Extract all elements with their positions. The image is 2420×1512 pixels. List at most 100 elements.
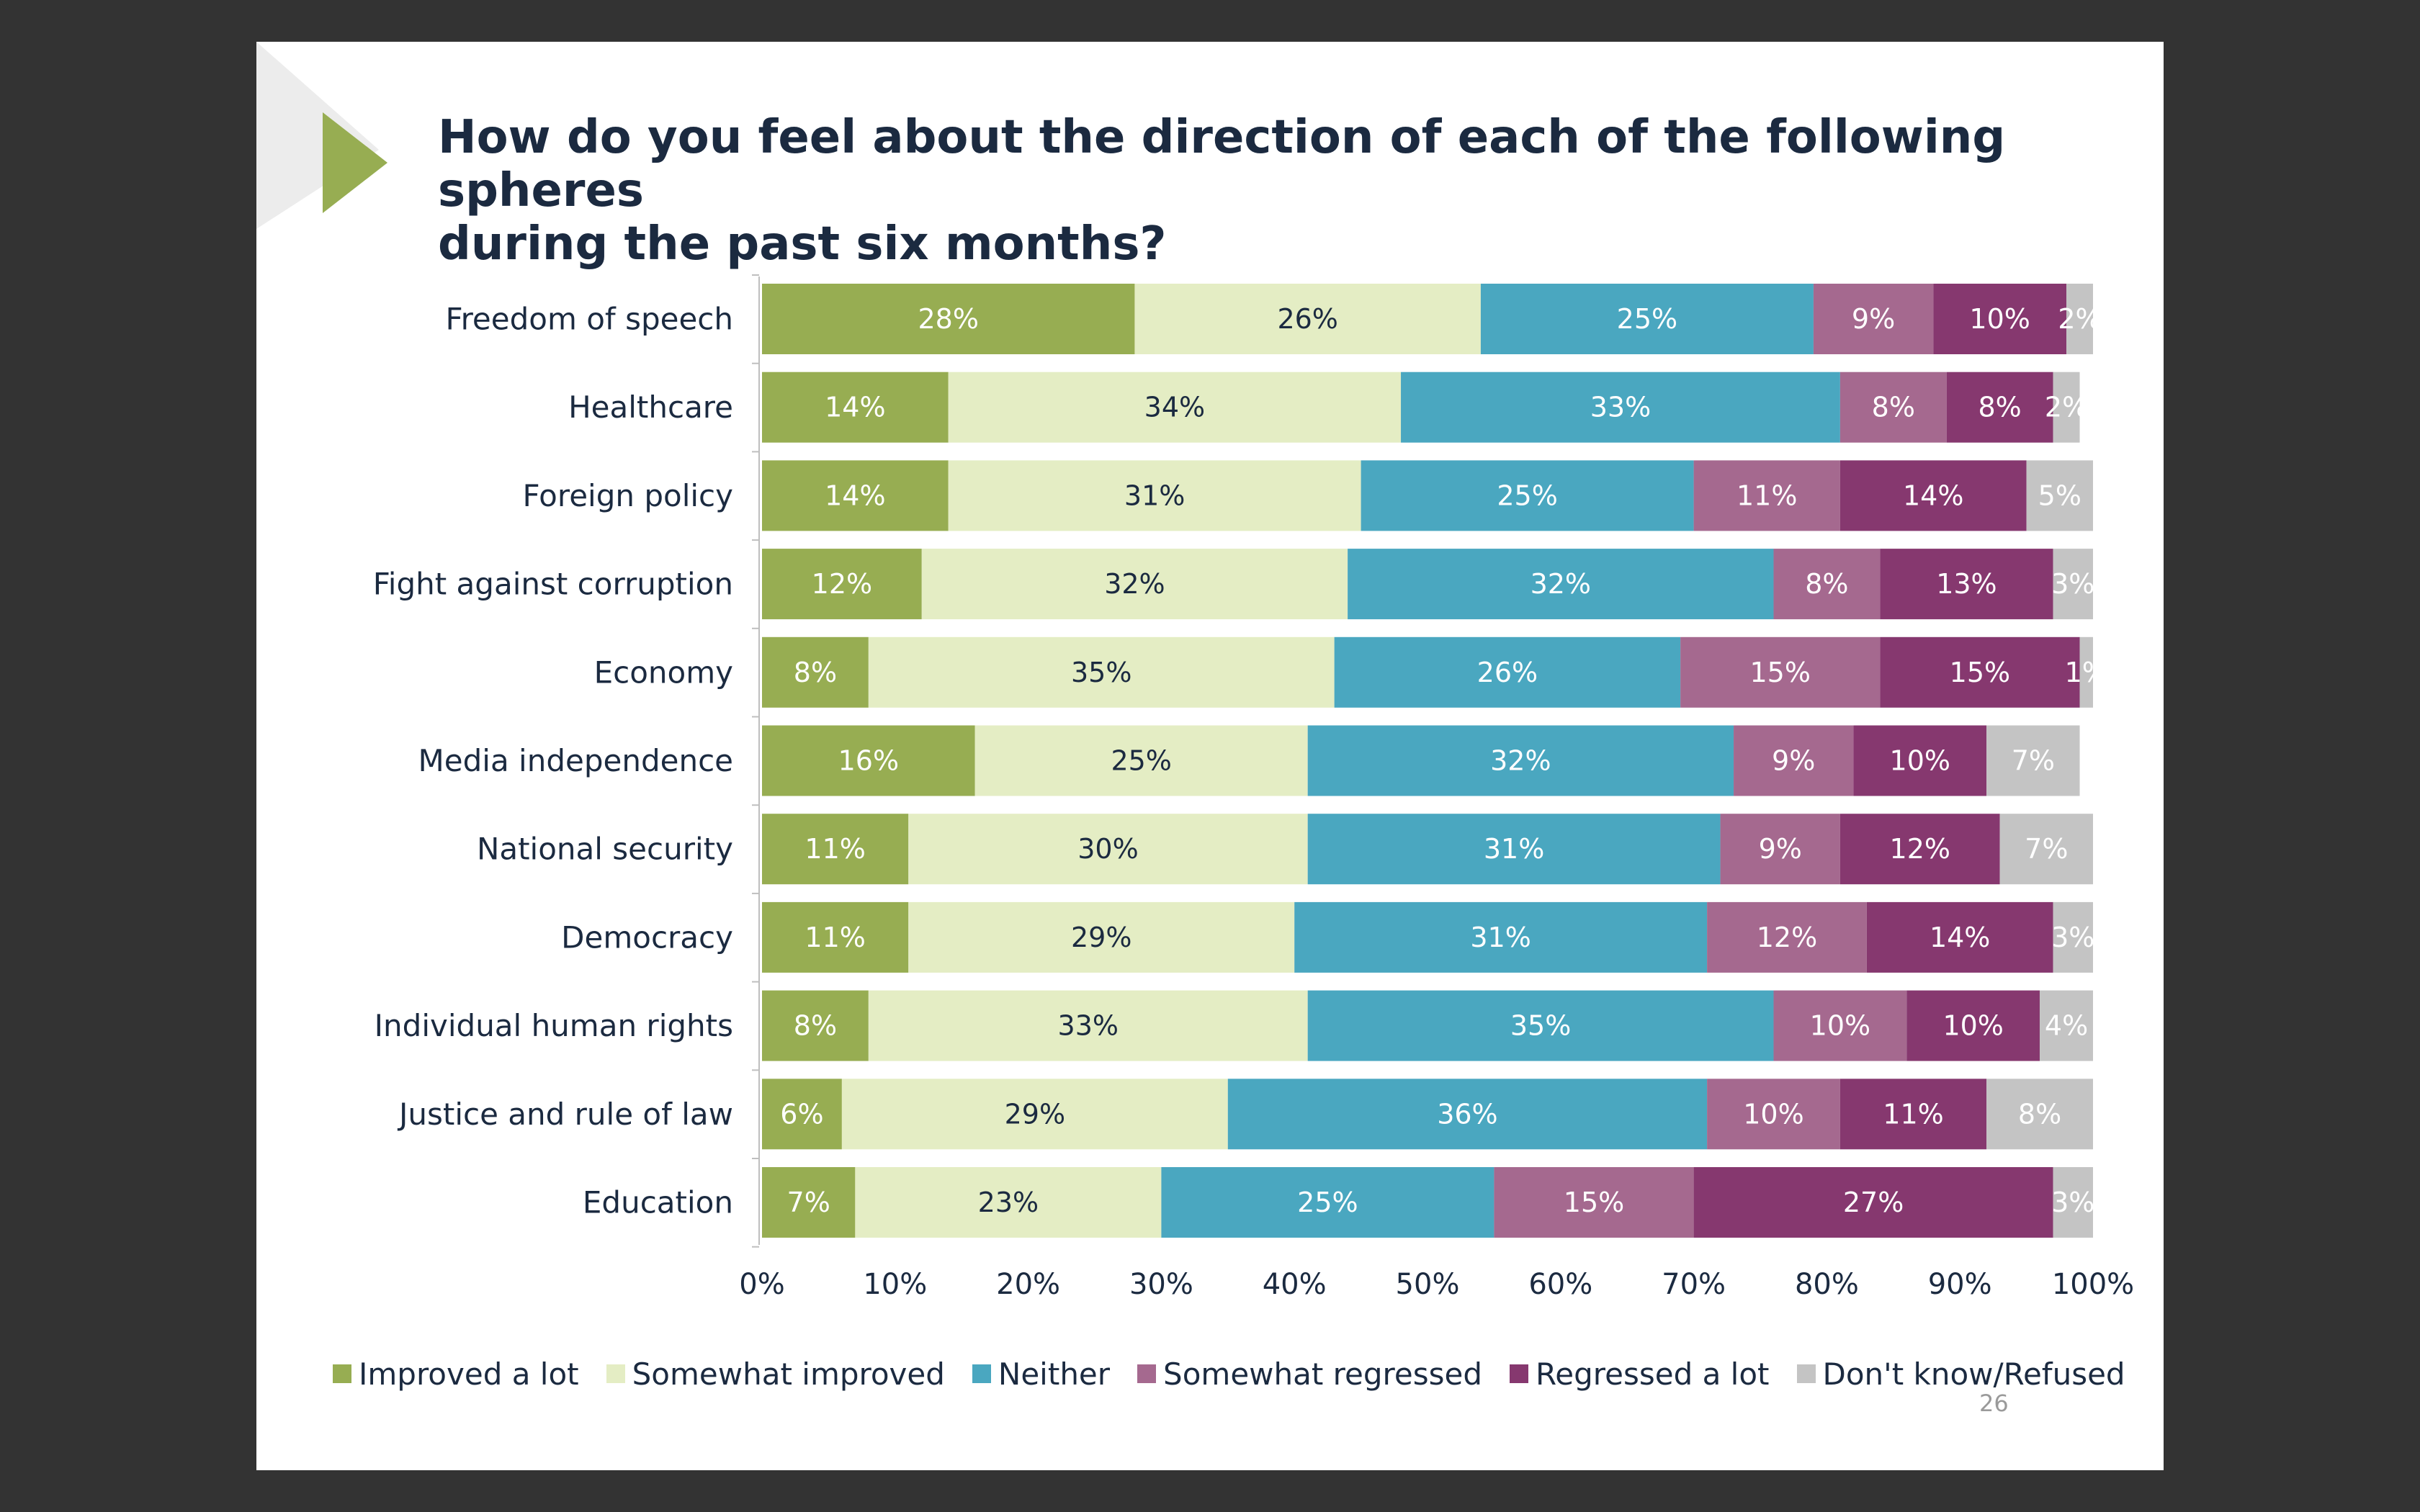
- bar-segment: [855, 1167, 1162, 1238]
- x-tick-label: 20%: [996, 1268, 1060, 1301]
- legend-swatch: [972, 1364, 991, 1383]
- data-label: 36%: [1437, 1098, 1497, 1130]
- bar-segment: [762, 636, 869, 708]
- bar-segment: [1134, 284, 1481, 354]
- data-label: 14%: [825, 392, 885, 423]
- bar-segment: [2053, 1167, 2093, 1238]
- data-label: 5%: [2038, 480, 2081, 511]
- legend-swatch: [606, 1364, 625, 1383]
- bar-segment: [1906, 990, 2040, 1061]
- x-tick-label: 30%: [1129, 1268, 1193, 1301]
- category-label: Education: [583, 1185, 733, 1220]
- bar-segment: [762, 1167, 856, 1238]
- bar-segment: [1986, 1079, 2093, 1150]
- data-label: 14%: [1903, 480, 1963, 511]
- data-label: 23%: [978, 1187, 1039, 1218]
- data-label: 13%: [1936, 568, 1996, 600]
- data-label: 14%: [825, 480, 885, 511]
- data-label: 32%: [1104, 568, 1165, 600]
- bar-segment: [762, 990, 869, 1061]
- legend-swatch: [333, 1364, 351, 1383]
- bar-segment: [1707, 901, 1867, 973]
- bar-segment: [1839, 1079, 1987, 1150]
- chart-legend: Improved a lot Somewhat improved Neither So…: [333, 1344, 2153, 1404]
- stacked-bar-chart: Freedom of speech 28% 26% 25% 9% 10% 2% Healthc…: [373, 274, 2134, 1301]
- data-label: 31%: [1470, 922, 1531, 953]
- data-label: 11%: [805, 833, 865, 865]
- bar-segment: [868, 636, 1335, 708]
- bar-segment: [974, 725, 1308, 796]
- data-label: 15%: [1749, 657, 1810, 688]
- data-label: 11%: [1883, 1098, 1943, 1130]
- data-label: 29%: [1071, 922, 1131, 953]
- bar-segment: [1986, 725, 2080, 796]
- data-label: 8%: [794, 1010, 837, 1042]
- bar-segment: [1361, 460, 1694, 531]
- bar-segment: [1933, 284, 2067, 354]
- data-label: 10%: [1810, 1010, 1870, 1042]
- data-label: 8%: [1805, 568, 1848, 600]
- bar-segment: [762, 1079, 842, 1150]
- bar-segment: [1307, 725, 1734, 796]
- data-label: 25%: [1617, 303, 1677, 335]
- category-label: National security: [477, 832, 733, 867]
- legend-label: Don't know/Refused: [1822, 1356, 2125, 1392]
- data-label: 25%: [1111, 745, 1171, 777]
- legend-swatch: [1509, 1364, 1528, 1383]
- data-label: 33%: [1590, 392, 1651, 423]
- bar-segment: [1880, 549, 2053, 620]
- bar-segment: [762, 284, 1135, 354]
- bar-segment: [2040, 990, 2093, 1061]
- bar-segment: [2053, 901, 2093, 973]
- data-label: 3%: [2051, 922, 2094, 953]
- data-label: 8%: [794, 657, 837, 688]
- bar-segment: [921, 549, 1348, 620]
- legend-swatch: [1137, 1364, 1157, 1383]
- bar-segment: [1334, 636, 1681, 708]
- bar-segment: [908, 901, 1295, 973]
- data-label: 10%: [1890, 745, 1950, 777]
- page-title: How do you feel about the direction of e…: [438, 111, 2094, 271]
- x-tick-label: 0%: [739, 1268, 784, 1301]
- data-label: 25%: [1497, 480, 1557, 511]
- data-label: 15%: [1564, 1187, 1624, 1218]
- bar-segment: [1161, 1167, 1494, 1238]
- x-tick-label: 10%: [863, 1268, 927, 1301]
- legend-item: Neither: [972, 1356, 1110, 1392]
- bar-segment: [1693, 1167, 2053, 1238]
- data-label: 11%: [1736, 480, 1797, 511]
- bar-segment: [1707, 1079, 1840, 1150]
- data-label: 12%: [812, 568, 872, 600]
- title-line-2: during the past six months?: [438, 217, 1167, 271]
- data-label: 8%: [2018, 1098, 2061, 1130]
- data-label: 26%: [1477, 657, 1538, 688]
- x-tick-label: 100%: [2052, 1268, 2134, 1301]
- bar-segment: [1839, 460, 2027, 531]
- data-label: 9%: [1852, 303, 1895, 335]
- bar-segment: [1839, 814, 2000, 885]
- data-label: 16%: [838, 745, 899, 777]
- data-label: 7%: [2025, 833, 2068, 865]
- decorative-gray-triangle: [256, 42, 379, 229]
- category-label: Healthcare: [568, 390, 733, 425]
- bar-segment: [1853, 725, 1987, 796]
- category-label: Democracy: [561, 919, 733, 955]
- legend-label: Regressed a lot: [1535, 1356, 1770, 1392]
- data-label: 28%: [918, 303, 978, 335]
- x-tick-label: 60%: [1528, 1268, 1592, 1301]
- data-label: 4%: [2045, 1010, 2088, 1042]
- data-label: 34%: [1144, 392, 1205, 423]
- bar-segment: [1946, 372, 2053, 443]
- legend-item: Regressed a lot: [1509, 1356, 1770, 1392]
- data-label: 8%: [1978, 392, 2021, 423]
- data-label: 27%: [1843, 1187, 1904, 1218]
- data-label: 11%: [805, 922, 865, 953]
- data-label: 35%: [1510, 1010, 1571, 1042]
- data-label: 8%: [1872, 392, 1915, 423]
- bar-segment: [1813, 284, 1934, 354]
- data-label: 30%: [1077, 833, 1138, 865]
- bar-segment: [868, 990, 1308, 1061]
- bar-segment: [948, 372, 1402, 443]
- legend-item: Don't know/Refused: [1796, 1356, 2125, 1392]
- bar-segment: [1720, 814, 1840, 885]
